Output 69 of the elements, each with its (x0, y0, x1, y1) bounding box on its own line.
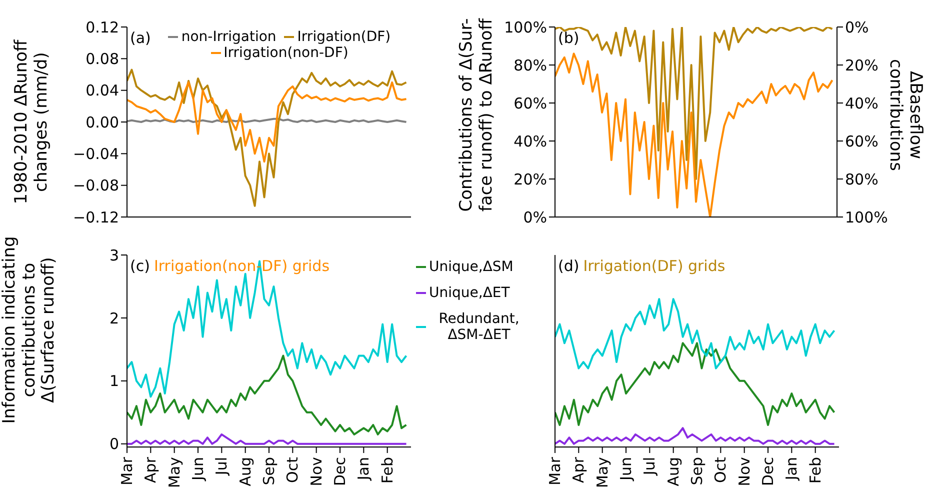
x-tick-label: Mar (118, 456, 136, 486)
y2-tick-label: 100% (845, 208, 888, 226)
x-tick-label: Nov (307, 456, 326, 486)
y-tick-label: 100% (504, 18, 547, 36)
x-tick-label: Apr (570, 456, 588, 483)
annotation: (c) (130, 257, 150, 275)
y2-axis-title: ΔBaseflow contributions (885, 59, 926, 171)
y-tick-label: −0.08 (73, 176, 119, 195)
y-axis-title: Contributions of Δ(Sur- face runoff) to ΔRunoff (456, 18, 497, 212)
annotation: (b) (558, 29, 580, 47)
y-tick-label: −0.12 (73, 208, 119, 226)
x-tick-label: Dec (331, 457, 349, 486)
legend-label: Irrigation(non-DF) (224, 45, 348, 61)
y-tick-label: 0 (109, 435, 119, 454)
x-tick-label: Jul (640, 457, 659, 476)
y-axis-title: 1980-2010 ΔRunoff changes (mm/d) (11, 40, 52, 204)
y-tick-label: 1 (109, 372, 119, 390)
y-tick-label: 80% (514, 56, 547, 74)
y-tick-label: 0.12 (86, 18, 119, 36)
x-tick-label: Jun (189, 457, 207, 482)
y2-tick-label: 0% (845, 18, 869, 36)
x-tick-label: Mar (546, 456, 564, 486)
x-tick-label: Jul (212, 457, 231, 476)
y-tick-label: 0.04 (86, 82, 119, 100)
y2-tick-label: 80% (845, 170, 878, 188)
x-tick-label: Dec (759, 457, 777, 486)
legend-label: non-Irrigation (181, 29, 276, 45)
x-tick-label: Aug (664, 457, 682, 486)
x-tick-label: May (593, 456, 612, 488)
annotation: (a) (130, 29, 151, 47)
legend-label: Irrigation(DF) (297, 29, 391, 45)
y-tick-label: 0.00 (86, 113, 119, 132)
line-series (555, 27, 834, 180)
line-series (127, 260, 408, 398)
y-tick-label: 20% (514, 170, 547, 188)
x-tick-label: Jun (617, 457, 635, 482)
legend-label: Unique,ΔET (429, 285, 510, 301)
x-tick-label: Aug (236, 457, 254, 486)
x-tick-label: Oct (284, 456, 302, 483)
x-tick-label: Jan (782, 457, 801, 482)
legend-label: Unique,ΔSM (429, 259, 514, 275)
legend-label: Redundant, ΔSM-ΔET (438, 311, 520, 343)
y-tick-label: 3 (109, 246, 119, 264)
annotation: (d) (558, 257, 580, 275)
line-series (127, 354, 408, 436)
x-tick-label: Sep (260, 457, 278, 486)
x-tick-label: Feb (806, 457, 824, 484)
y2-tick-label: 40% (845, 94, 878, 112)
y-tick-label: 40% (514, 132, 547, 150)
y2-tick-label: 60% (845, 132, 878, 150)
annotation: Irrigation(DF) grids (583, 257, 726, 275)
y-axis-title: Information indicating contributions to Δ(Surface runoff) (0, 236, 60, 424)
y-tick-label: 2 (109, 309, 119, 328)
x-tick-label: Nov (735, 456, 754, 486)
x-tick-label: Feb (378, 457, 396, 484)
x-tick-label: Apr (142, 456, 160, 483)
x-tick-label: May (165, 456, 184, 488)
y-tick-label: 0% (523, 208, 547, 226)
x-tick-label: Oct (712, 456, 730, 483)
line-series (127, 81, 408, 163)
line-series (127, 68, 408, 207)
y2-tick-label: 20% (845, 56, 878, 74)
line-series (127, 433, 408, 445)
x-tick-label: Sep (688, 457, 706, 486)
y-tick-label: 60% (514, 94, 547, 112)
y-tick-label: 0.08 (86, 50, 119, 68)
y-tick-label: −0.04 (73, 144, 119, 163)
x-tick-label: Jan (354, 457, 373, 482)
line-series (555, 52, 834, 217)
